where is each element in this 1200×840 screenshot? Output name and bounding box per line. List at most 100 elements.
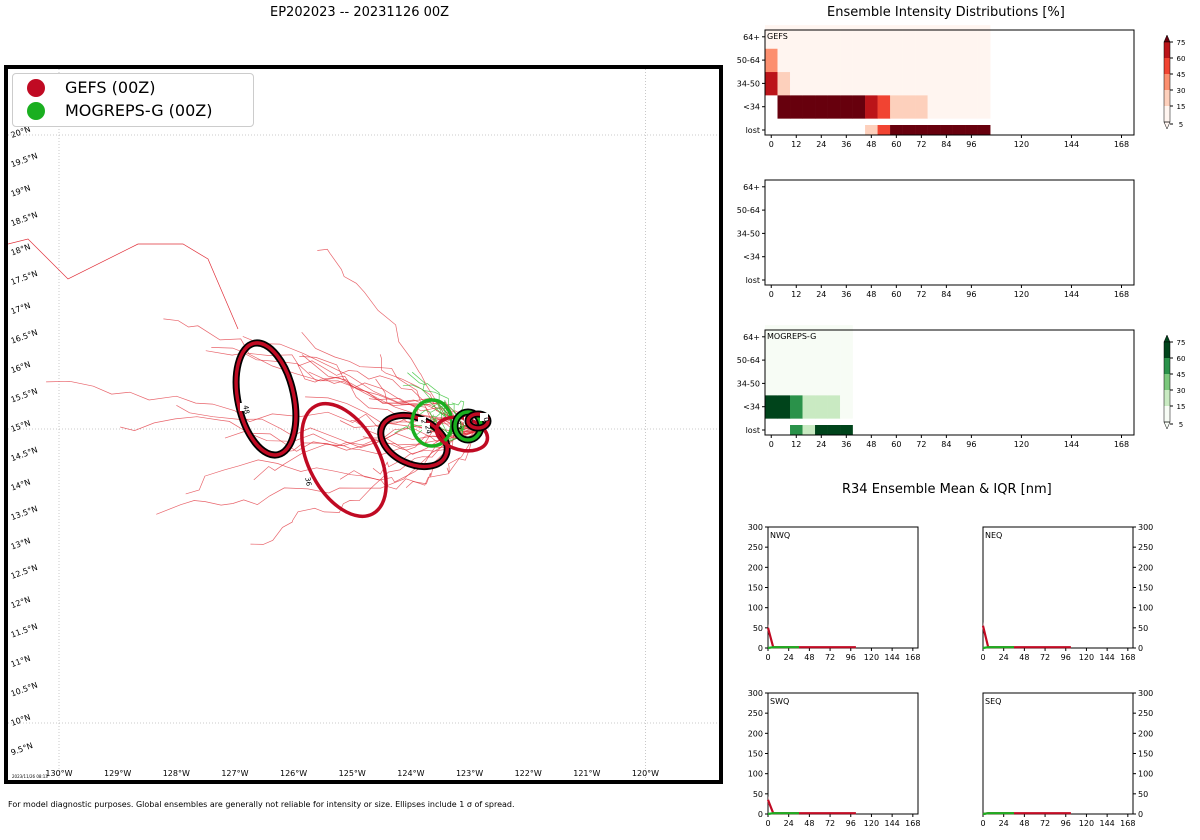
r34-y-tick-label: 150 [1138, 750, 1153, 759]
intensity-cell [977, 48, 991, 73]
mogreps-colorbar: 75 60 45 30 15 5 [1163, 334, 1186, 430]
r34-mogreps-line [767, 812, 799, 816]
colorbar-tick-label: 5 [1179, 121, 1183, 129]
intensity-cell [965, 71, 978, 96]
intensity-x-tick-label: 0 [769, 440, 774, 449]
intensity-cell [815, 425, 828, 436]
intensity-panel-frame [764, 329, 1135, 436]
colorbar-tick-label: 75 [1177, 39, 1186, 47]
r34-y-tick-label: 200 [1138, 563, 1153, 572]
legend-item-gefs: GEFS (00Z) [27, 78, 155, 97]
gefs-member-track [211, 347, 479, 432]
lon-tick-label: 125°W [339, 769, 366, 778]
intensity-row-label: 50-64 [737, 56, 760, 65]
lon-tick-label: 129°W [104, 769, 131, 778]
r34-x-tick-label: 24 [999, 653, 1009, 662]
r34-y-tick-label: 300 [748, 523, 763, 532]
lat-tick-label: 14°N [10, 477, 32, 492]
gefs-member-track [242, 336, 479, 432]
intensity-cell [827, 48, 841, 73]
lat-tick-label: 10°N [10, 713, 32, 728]
lat-tick-label: 18°N [10, 242, 32, 257]
page-title: EP202023 -- 20231126 00Z [270, 5, 450, 20]
intensity-cell [840, 48, 853, 73]
intensity-x-tick-label: 84 [941, 140, 951, 149]
colorbar-tick-label: 30 [1177, 387, 1186, 395]
intensity-panel: GEFS 64+ 50-64 34-50 <34 lost 0 12 24 36 48 60 72 84 9… [737, 25, 1135, 149]
intensity-row-label: 64+ [743, 333, 760, 342]
r34-x-tick-label: 0 [980, 653, 985, 662]
r34-y-tick-label: 300 [748, 689, 763, 698]
intensity-cell [940, 95, 953, 119]
intensity-cell [765, 71, 778, 96]
intensity-cell [840, 395, 853, 419]
colorbar-extend-top [1163, 334, 1171, 343]
intensity-cell [815, 371, 828, 396]
intensity-cell [865, 71, 878, 96]
lat-tick-label: 19°N [10, 183, 32, 198]
intensity-cell [902, 125, 916, 136]
r34-panel-neq: NEQ 300 250 200 150 100 50 0 0 24 48 72 96 120 144 168 [980, 523, 1153, 662]
lon-tick-label: 126°W [280, 769, 307, 778]
r34-y-tick-label: 200 [1138, 729, 1153, 738]
colorbar-tick-label: 15 [1177, 103, 1186, 111]
r34-y-tick-label: 50 [753, 790, 763, 799]
r34-quadrant-label: NEQ [985, 531, 1002, 540]
intensity-cell [827, 325, 841, 349]
intensity-panel-frame [764, 29, 1135, 136]
legend-item-mogreps: MOGREPS-G (00Z) [27, 101, 212, 120]
map-timestamp: 2023/11/26 08:13 [12, 774, 48, 779]
intensity-cell [902, 71, 916, 96]
intensity-row-label: lost [746, 276, 760, 285]
r34-x-tick-label: 144 [884, 653, 899, 662]
intensity-cell [890, 95, 903, 119]
r34-y-tick-label: 250 [748, 543, 763, 552]
lat-tick-label: 14.5°N [10, 445, 39, 463]
intensity-cell [952, 25, 966, 49]
intensity-cell [927, 95, 941, 119]
r34-x-tick-label: 24 [999, 819, 1009, 828]
intensity-row-label: 34-50 [737, 79, 760, 88]
r34-y-tick-label: 50 [753, 624, 763, 633]
intensity-cell [865, 25, 878, 49]
intensity-cell [777, 395, 791, 419]
r34-x-tick-label: 96 [846, 819, 856, 828]
r34-x-tick-label: 72 [825, 819, 835, 828]
r34-x-tick-label: 0 [980, 819, 985, 828]
intensity-row-label: 34-50 [737, 379, 760, 388]
intensity-cell [977, 25, 991, 49]
intensity-row-label: 50-64 [737, 356, 760, 365]
intensity-panel-label: MOGREPS-G [767, 332, 816, 341]
intensity-x-tick-label: 60 [891, 290, 901, 299]
intensity-cell [865, 125, 878, 136]
r34-y-tick-label: 0 [758, 810, 763, 819]
intensity-cell [827, 25, 841, 49]
colorbar-segment [1164, 90, 1170, 107]
intensity-cell [890, 48, 903, 73]
colorbar-tick-label: 60 [1177, 55, 1186, 63]
intensity-x-tick-label: 0 [769, 290, 774, 299]
intensity-cell [815, 48, 828, 73]
intensity-cell [840, 325, 853, 349]
r34-x-tick-label: 72 [1040, 819, 1050, 828]
r34-x-tick-label: 48 [804, 819, 814, 828]
intensity-cell [777, 325, 791, 349]
intensity-x-tick-label: 168 [1114, 440, 1129, 449]
r34-x-tick-label: 24 [784, 653, 794, 662]
intensity-cell [902, 25, 916, 49]
spread-ellipse [300, 401, 388, 519]
lat-tick-label: 15.5°N [10, 387, 39, 405]
r34-x-tick-label: 168 [1120, 653, 1135, 662]
intensity-cell [902, 48, 916, 73]
track-map[interactable]: 130°W 129°W 128°W 127°W 126°W 125°W 124°W 123°W… [4, 65, 723, 784]
intensity-x-tick-label: 84 [941, 440, 951, 449]
intensity-cell [915, 71, 928, 96]
intensity-cell [790, 95, 803, 119]
spread-ellipse [232, 339, 300, 459]
intensity-cell [790, 25, 803, 49]
intensity-cell [815, 395, 828, 419]
intensity-cell [765, 371, 778, 396]
r34-y-tick-label: 100 [1138, 604, 1153, 613]
lat-tick-label: 13.5°N [10, 504, 39, 522]
intensity-cell [965, 95, 978, 119]
